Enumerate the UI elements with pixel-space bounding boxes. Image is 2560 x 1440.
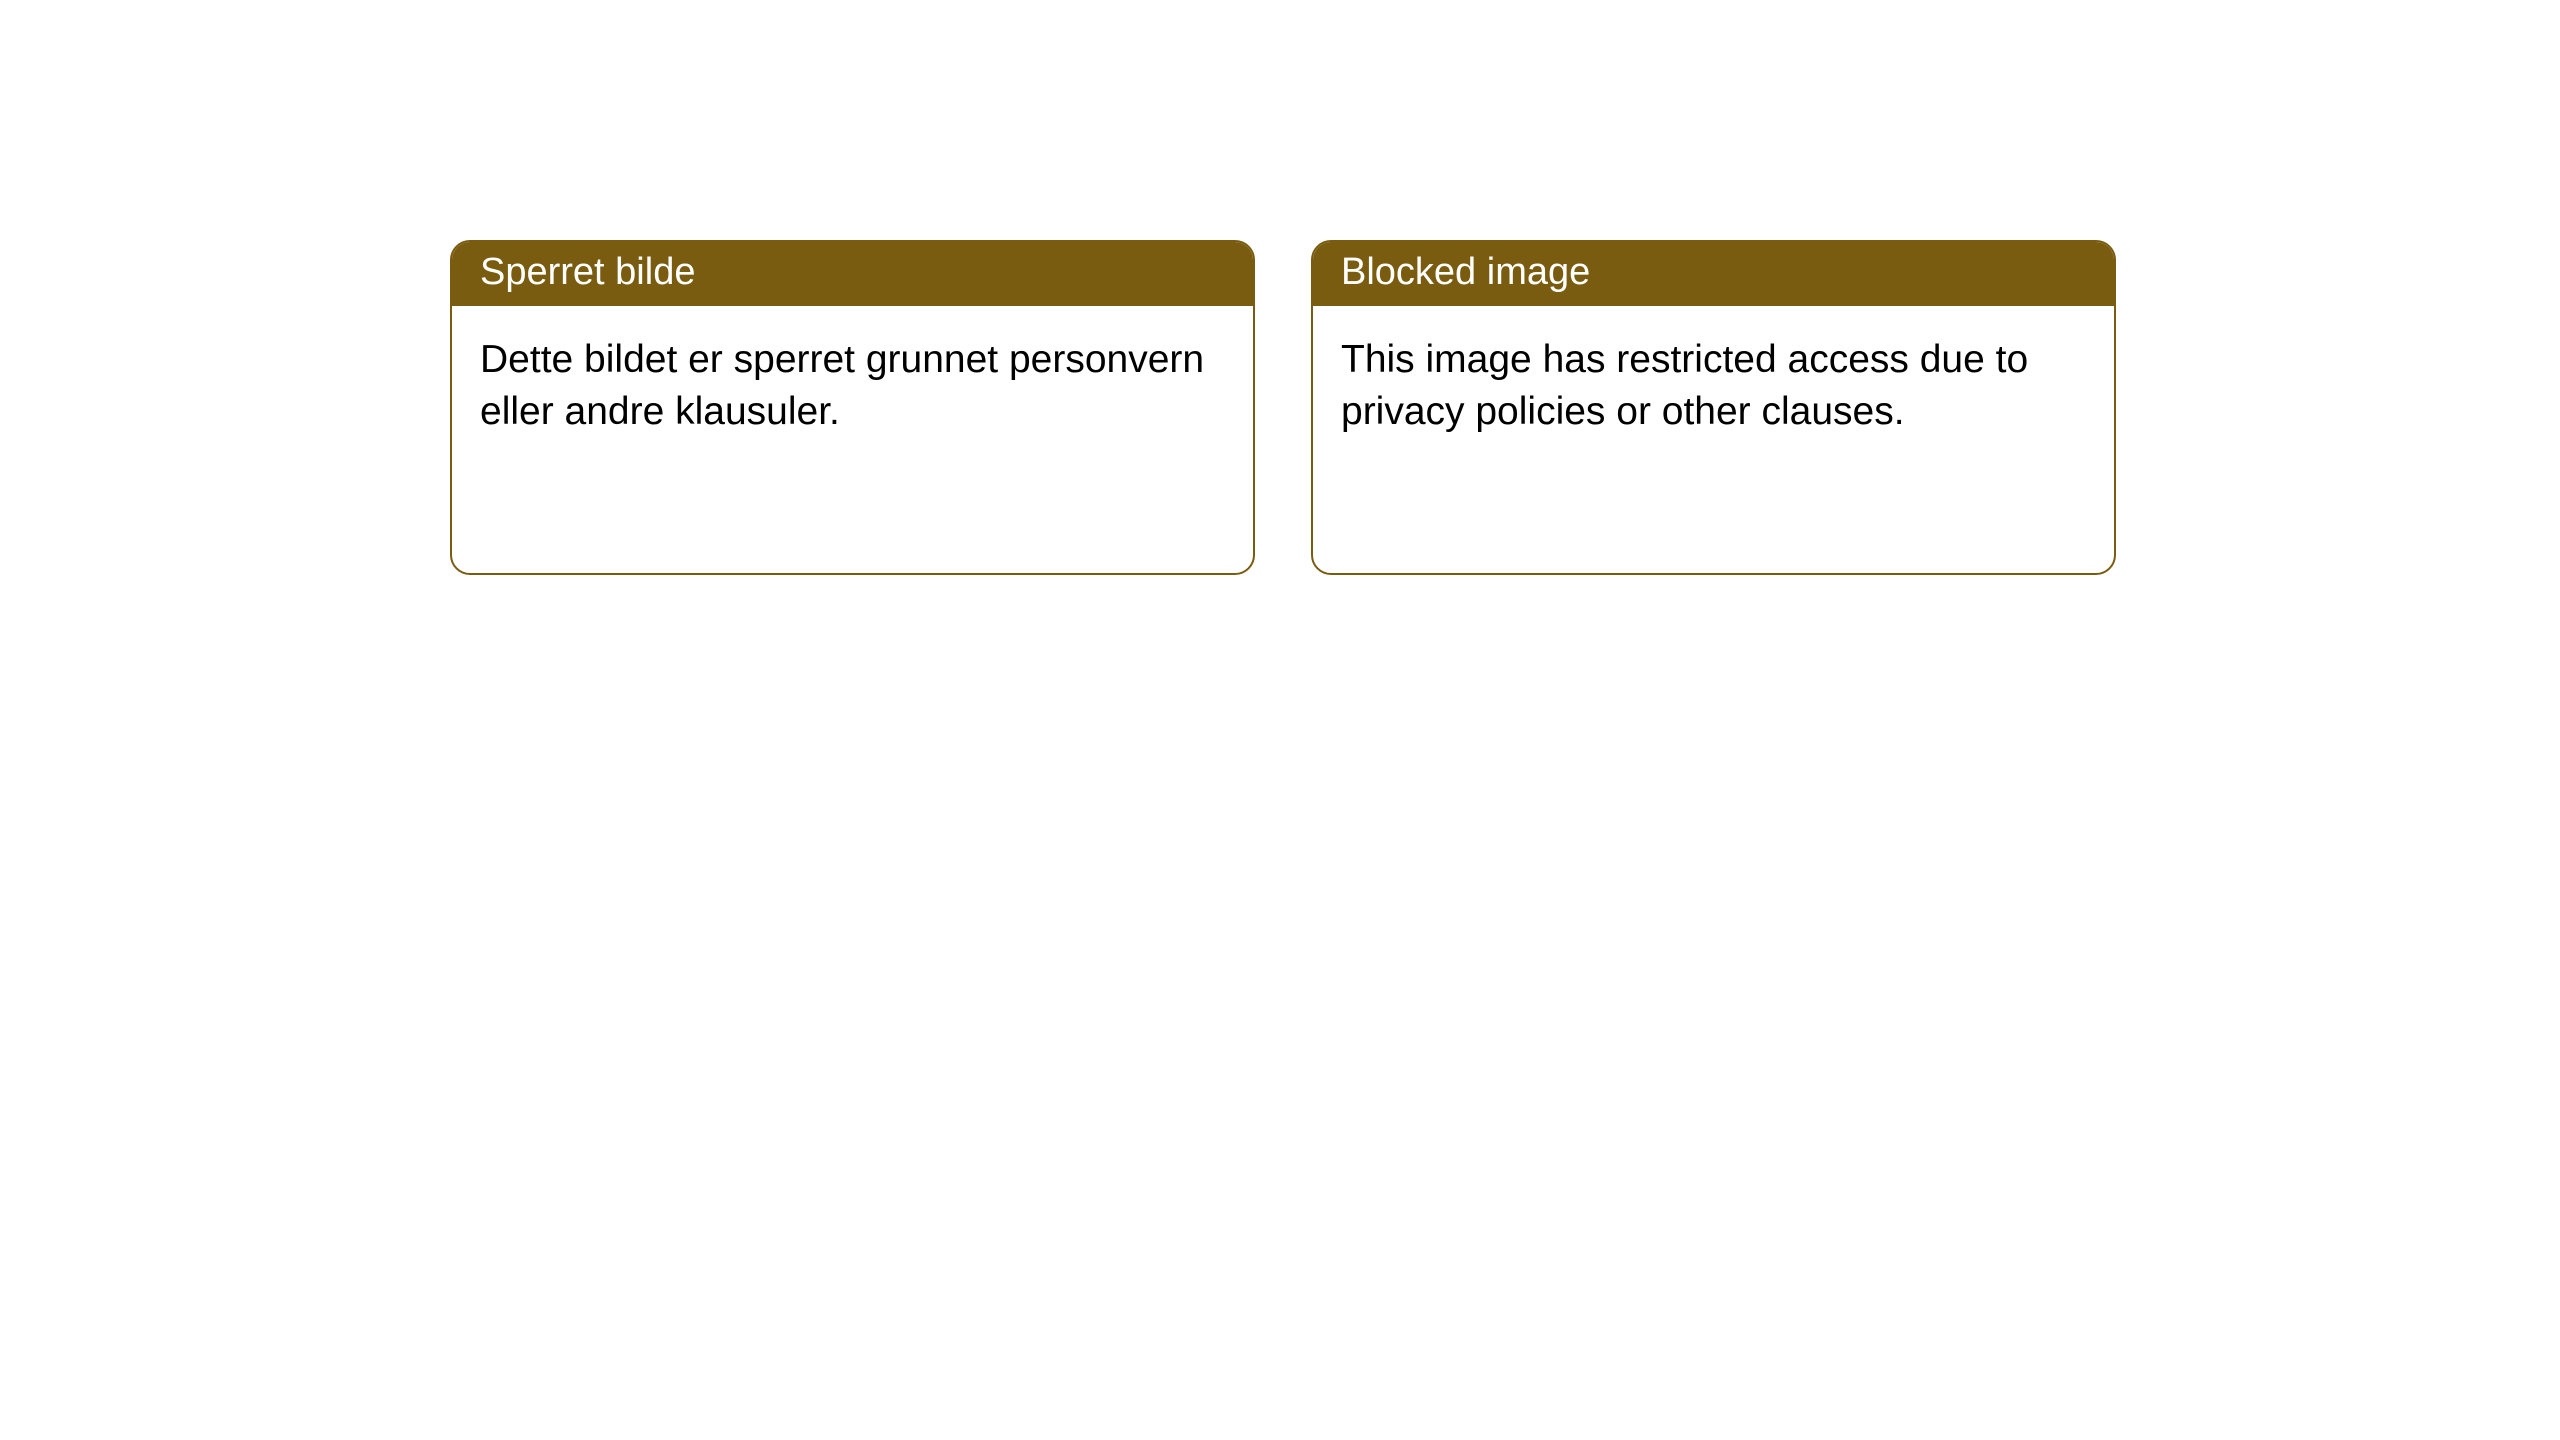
notice-header: Sperret bilde — [452, 242, 1253, 306]
notice-container: Sperret bilde Dette bildet er sperret gr… — [0, 0, 2560, 575]
notice-header: Blocked image — [1313, 242, 2114, 306]
notice-card-norwegian: Sperret bilde Dette bildet er sperret gr… — [450, 240, 1255, 575]
notice-body: This image has restricted access due to … — [1313, 306, 2114, 467]
notice-body: Dette bildet er sperret grunnet personve… — [452, 306, 1253, 467]
notice-card-english: Blocked image This image has restricted … — [1311, 240, 2116, 575]
